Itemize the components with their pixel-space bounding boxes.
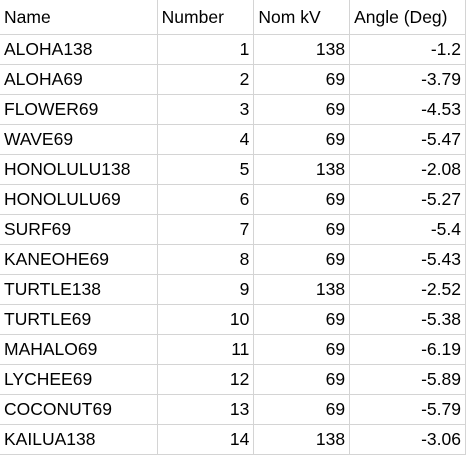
cell-angle[interactable]: -5.4 — [349, 214, 466, 245]
cell-angle[interactable]: -4.53 — [349, 94, 466, 125]
cell-nom-kv[interactable]: 138 — [253, 34, 351, 65]
cell-number[interactable]: 13 — [157, 394, 255, 425]
cell-angle[interactable]: -3.79 — [349, 64, 466, 95]
header-cell-nom-kv[interactable]: Nom kV — [253, 0, 351, 35]
cell-nom-kv[interactable]: 69 — [253, 214, 351, 245]
cell-angle[interactable]: -5.38 — [349, 304, 466, 335]
table-row: LYCHEE69 12 69 -5.89 — [0, 364, 466, 395]
cell-number[interactable]: 14 — [157, 424, 255, 455]
cell-nom-kv[interactable]: 69 — [253, 304, 351, 335]
table-row: HONOLULU69 6 69 -5.27 — [0, 184, 466, 215]
cell-name[interactable]: HONOLULU138 — [0, 154, 158, 185]
cell-name[interactable]: FLOWER69 — [0, 94, 158, 125]
cell-number[interactable]: 2 — [157, 64, 255, 95]
cell-number[interactable]: 12 — [157, 364, 255, 395]
cell-angle[interactable]: -3.06 — [349, 424, 466, 455]
cell-number[interactable]: 1 — [157, 34, 255, 65]
cell-nom-kv[interactable]: 69 — [253, 394, 351, 425]
cell-number[interactable]: 11 — [157, 334, 255, 365]
table-row: MAHALO69 11 69 -6.19 — [0, 334, 466, 365]
cell-number[interactable]: 10 — [157, 304, 255, 335]
cell-number[interactable]: 5 — [157, 154, 255, 185]
header-cell-name[interactable]: Name — [0, 0, 158, 35]
cell-nom-kv[interactable]: 69 — [253, 184, 351, 215]
cell-nom-kv[interactable]: 138 — [253, 154, 351, 185]
cell-angle[interactable]: -1.2 — [349, 34, 466, 65]
table-row: ALOHA138 1 138 -1.2 — [0, 34, 466, 65]
cell-angle[interactable]: -5.89 — [349, 364, 466, 395]
cell-name[interactable]: LYCHEE69 — [0, 364, 158, 395]
table-row: TURTLE69 10 69 -5.38 — [0, 304, 466, 335]
cell-angle[interactable]: -5.27 — [349, 184, 466, 215]
cell-nom-kv[interactable]: 69 — [253, 334, 351, 365]
cell-nom-kv[interactable]: 69 — [253, 364, 351, 395]
cell-name[interactable]: WAVE69 — [0, 124, 158, 155]
table-row: COCONUT69 13 69 -5.79 — [0, 394, 466, 425]
cell-name[interactable]: TURTLE138 — [0, 274, 158, 305]
table-row: SURF69 7 69 -5.4 — [0, 214, 466, 245]
cell-number[interactable]: 3 — [157, 94, 255, 125]
cell-angle[interactable]: -2.52 — [349, 274, 466, 305]
cell-name[interactable]: MAHALO69 — [0, 334, 158, 365]
table-row: KAILUA138 14 138 -3.06 — [0, 424, 466, 455]
cell-nom-kv[interactable]: 69 — [253, 94, 351, 125]
cell-number[interactable]: 8 — [157, 244, 255, 275]
cell-name[interactable]: KAILUA138 — [0, 424, 158, 455]
table-row: ALOHA69 2 69 -3.79 — [0, 64, 466, 95]
cell-name[interactable]: HONOLULU69 — [0, 184, 158, 215]
cell-nom-kv[interactable]: 69 — [253, 244, 351, 275]
table-row: WAVE69 4 69 -5.47 — [0, 124, 466, 155]
cell-number[interactable]: 6 — [157, 184, 255, 215]
table-row: FLOWER69 3 69 -4.53 — [0, 94, 466, 125]
header-cell-number[interactable]: Number — [157, 0, 255, 35]
cell-angle[interactable]: -2.08 — [349, 154, 466, 185]
cell-angle[interactable]: -5.79 — [349, 394, 466, 425]
cell-name[interactable]: KANEOHE69 — [0, 244, 158, 275]
cell-name[interactable]: ALOHA138 — [0, 34, 158, 65]
header-cell-angle[interactable]: Angle (Deg) — [349, 0, 466, 35]
cell-angle[interactable]: -6.19 — [349, 334, 466, 365]
table-row: HONOLULU138 5 138 -2.08 — [0, 154, 466, 185]
cell-angle[interactable]: -5.43 — [349, 244, 466, 275]
cell-number[interactable]: 9 — [157, 274, 255, 305]
cell-number[interactable]: 7 — [157, 214, 255, 245]
header-row: Name Number Nom kV Angle (Deg) — [0, 0, 466, 35]
cell-nom-kv[interactable]: 138 — [253, 274, 351, 305]
cell-name[interactable]: TURTLE69 — [0, 304, 158, 335]
cell-nom-kv[interactable]: 69 — [253, 124, 351, 155]
cell-name[interactable]: SURF69 — [0, 214, 158, 245]
cell-angle[interactable]: -5.47 — [349, 124, 466, 155]
cell-name[interactable]: COCONUT69 — [0, 394, 158, 425]
cell-nom-kv[interactable]: 138 — [253, 424, 351, 455]
table-row: TURTLE138 9 138 -2.52 — [0, 274, 466, 305]
cell-number[interactable]: 4 — [157, 124, 255, 155]
cell-name[interactable]: ALOHA69 — [0, 64, 158, 95]
table-row: KANEOHE69 8 69 -5.43 — [0, 244, 466, 275]
cell-nom-kv[interactable]: 69 — [253, 64, 351, 95]
